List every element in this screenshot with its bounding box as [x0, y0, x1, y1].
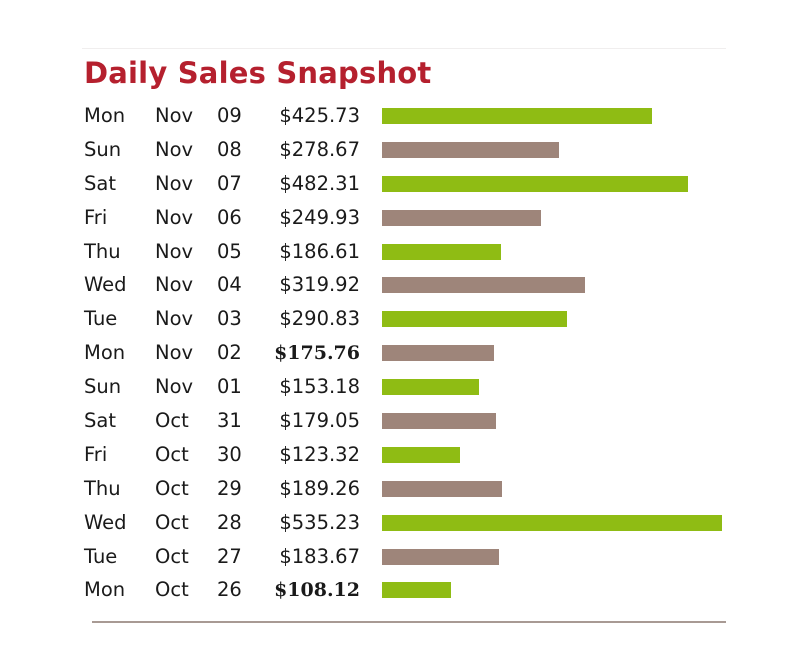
day-number: 02: [217, 341, 242, 365]
sales-row: Sun Nov 01 $153.18: [0, 370, 800, 404]
day-of-week: Thu: [84, 476, 121, 500]
sales-bar: [382, 311, 567, 328]
month: Oct: [155, 442, 189, 466]
sales-row: Wed Nov 04 $319.92: [0, 268, 800, 302]
sales-row: Fri Nov 06 $249.93: [0, 201, 800, 235]
sales-row: Sun Nov 08 $278.67: [0, 133, 800, 167]
day-of-week: Wed: [84, 510, 127, 534]
day-of-week: Mon: [84, 341, 126, 365]
day-of-week: Wed: [84, 273, 127, 297]
sales-bar: [382, 243, 501, 260]
chart-title: Daily Sales Snapshot: [84, 56, 432, 90]
month: Nov: [155, 307, 194, 331]
sales-amount: $123.32: [279, 442, 360, 466]
sales-amount: $183.67: [279, 544, 360, 568]
sales-amount: $319.92: [279, 273, 360, 297]
month: Oct: [155, 476, 189, 500]
sales-amount: $153.18: [279, 375, 360, 399]
sales-amount: $249.93: [279, 205, 360, 229]
month: Oct: [155, 409, 189, 433]
day-number: 26: [217, 578, 242, 602]
sales-row: Thu Nov 05 $186.61: [0, 235, 800, 269]
month: Nov: [155, 104, 194, 127]
sales-row: Tue Nov 03 $290.83: [0, 302, 800, 336]
month: Nov: [155, 341, 194, 365]
day-of-week: Tue: [84, 307, 118, 331]
sales-amount: $108.12: [274, 579, 360, 602]
day-of-week: Sat: [84, 171, 116, 195]
sales-row: Thu Oct 29 $189.26: [0, 472, 800, 506]
day-of-week: Mon: [84, 104, 126, 127]
sales-bar: [382, 277, 585, 294]
sales-bar: [382, 446, 460, 463]
sales-row: Sat Nov 07 $482.31: [0, 167, 800, 201]
sales-bar: [382, 141, 559, 158]
day-number: 30: [217, 442, 242, 466]
day-of-week: Thu: [84, 239, 121, 263]
day-of-week: Fri: [84, 205, 108, 229]
sales-amount: $179.05: [279, 409, 360, 433]
month: Nov: [155, 273, 194, 297]
day-number: 04: [217, 273, 242, 297]
sales-bar: [382, 548, 499, 565]
month: Nov: [155, 171, 194, 195]
sales-row: Mon Nov 02 $175.76: [0, 336, 800, 370]
day-of-week: Sat: [84, 409, 116, 433]
day-of-week: Mon: [84, 578, 126, 602]
day-number: 27: [217, 544, 242, 568]
day-of-week: Sun: [84, 375, 122, 399]
month: Nov: [155, 137, 194, 161]
sales-amount: $278.67: [279, 137, 360, 161]
sales-row: Sat Oct 31 $179.05: [0, 404, 800, 438]
month: Oct: [155, 544, 189, 568]
day-number: 31: [217, 409, 242, 433]
sales-amount: $482.31: [279, 171, 360, 195]
day-number: 06: [217, 205, 242, 229]
sales-row: Tue Oct 27 $183.67: [0, 540, 800, 574]
sales-amount: $186.61: [279, 239, 360, 263]
day-number: 01: [217, 375, 242, 399]
day-number: 03: [217, 307, 242, 331]
day-of-week: Fri: [84, 442, 108, 466]
top-divider: [82, 48, 726, 49]
sales-amount: $290.83: [279, 307, 360, 331]
sales-bar: [382, 108, 652, 124]
day-number: 08: [217, 137, 242, 161]
sales-bar: [382, 345, 494, 362]
sales-row: Mon Oct 26 $108.12: [0, 573, 800, 607]
sales-bar: [382, 514, 722, 531]
sales-amount: $175.76: [274, 342, 360, 365]
day-number: 09: [217, 104, 242, 127]
sales-amount: $189.26: [279, 476, 360, 500]
month: Nov: [155, 205, 194, 229]
sales-bar: [382, 175, 688, 192]
sales-rows: Mon Nov 09 $425.73 Sun Nov 08 $278.67 Sat Nov 07 $4…: [0, 99, 800, 607]
sales-row: Wed Oct 28 $535.23: [0, 506, 800, 540]
month: Oct: [155, 510, 189, 534]
month: Nov: [155, 239, 194, 263]
sales-row: Mon Nov 09 $425.73: [0, 99, 800, 133]
month: Nov: [155, 375, 194, 399]
sales-row: Fri Oct 30 $123.32: [0, 438, 800, 472]
sales-bar: [382, 413, 496, 430]
day-number: 29: [217, 476, 242, 500]
month: Oct: [155, 578, 189, 602]
sales-amount: $425.73: [279, 104, 360, 127]
sales-amount: $535.23: [279, 510, 360, 534]
sales-bar: [382, 209, 541, 226]
sales-bar: [382, 480, 502, 497]
day-number: 28: [217, 510, 242, 534]
day-of-week: Tue: [84, 544, 118, 568]
bottom-divider: [92, 621, 726, 623]
day-number: 05: [217, 239, 242, 263]
sales-bar: [382, 582, 451, 599]
day-number: 07: [217, 171, 242, 195]
day-of-week: Sun: [84, 137, 122, 161]
sales-bar: [382, 379, 479, 396]
